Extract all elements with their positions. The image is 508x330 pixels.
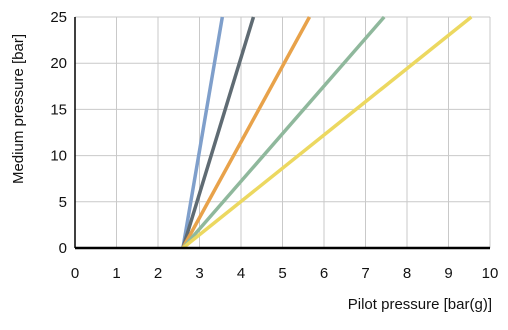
series-line bbox=[181, 16, 256, 249]
x-tick-label: 2 bbox=[154, 265, 162, 282]
x-tick-label: 8 bbox=[403, 265, 411, 282]
tick-labels: 0 1 2 3 4 5 6 7 8 9 10 0 5 10 15 20 25 bbox=[50, 9, 498, 282]
y-tick-label: 20 bbox=[50, 55, 67, 72]
y-tick-label: 25 bbox=[50, 9, 67, 26]
x-tick-label: 0 bbox=[71, 265, 79, 282]
series-line bbox=[181, 15, 473, 250]
x-tick-label: 6 bbox=[320, 265, 328, 282]
x-axis-title: Pilot pressure [bar(g)] bbox=[348, 296, 492, 313]
series-lines bbox=[181, 15, 473, 250]
y-tick-label: 10 bbox=[50, 148, 67, 165]
y-tick-label: 0 bbox=[59, 240, 67, 257]
x-tick-label: 1 bbox=[112, 265, 120, 282]
x-tick-label: 4 bbox=[237, 265, 245, 282]
y-tick-label: 15 bbox=[50, 101, 67, 118]
series-line bbox=[181, 16, 312, 249]
x-tick-label: 5 bbox=[278, 265, 286, 282]
x-tick-label: 10 bbox=[482, 265, 499, 282]
y-tick-label: 5 bbox=[59, 194, 67, 211]
x-tick-label: 9 bbox=[444, 265, 452, 282]
x-tick-label: 7 bbox=[361, 265, 369, 282]
x-tick-label: 3 bbox=[195, 265, 203, 282]
y-axis-title: Medium pressure [bar] bbox=[10, 34, 27, 184]
axes bbox=[74, 17, 490, 250]
series-line bbox=[181, 16, 225, 249]
series-line bbox=[181, 15, 386, 250]
